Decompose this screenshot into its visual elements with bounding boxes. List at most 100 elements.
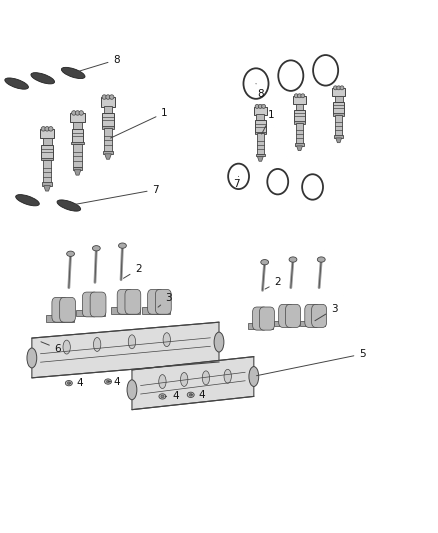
Text: 4: 4 <box>165 391 179 401</box>
Ellipse shape <box>202 371 210 385</box>
Polygon shape <box>74 169 81 175</box>
FancyBboxPatch shape <box>294 110 305 122</box>
Text: 1: 1 <box>110 108 168 138</box>
FancyBboxPatch shape <box>41 158 53 160</box>
FancyBboxPatch shape <box>335 96 343 102</box>
FancyBboxPatch shape <box>295 143 304 146</box>
FancyBboxPatch shape <box>125 289 141 314</box>
Polygon shape <box>132 357 254 410</box>
Text: 7: 7 <box>71 184 159 205</box>
Ellipse shape <box>5 78 28 89</box>
Ellipse shape <box>261 260 268 265</box>
FancyBboxPatch shape <box>293 96 306 104</box>
Text: 4: 4 <box>108 376 120 386</box>
Text: 2: 2 <box>265 277 281 289</box>
FancyBboxPatch shape <box>101 98 116 107</box>
Ellipse shape <box>151 297 161 308</box>
Text: 2: 2 <box>124 264 142 278</box>
FancyBboxPatch shape <box>70 114 85 123</box>
FancyBboxPatch shape <box>43 159 51 183</box>
Ellipse shape <box>61 67 85 78</box>
Ellipse shape <box>41 127 46 131</box>
FancyBboxPatch shape <box>111 308 140 313</box>
FancyBboxPatch shape <box>141 308 170 313</box>
FancyBboxPatch shape <box>333 114 344 116</box>
FancyBboxPatch shape <box>312 304 327 327</box>
Ellipse shape <box>120 297 131 308</box>
Ellipse shape <box>57 200 81 211</box>
Text: 4: 4 <box>191 390 205 400</box>
FancyBboxPatch shape <box>42 138 52 145</box>
FancyBboxPatch shape <box>117 289 133 314</box>
FancyBboxPatch shape <box>103 151 113 154</box>
Ellipse shape <box>27 348 37 368</box>
Ellipse shape <box>93 337 101 351</box>
Polygon shape <box>105 154 111 159</box>
Ellipse shape <box>127 380 137 400</box>
Ellipse shape <box>106 380 110 383</box>
Polygon shape <box>258 157 263 161</box>
Ellipse shape <box>249 367 259 386</box>
FancyBboxPatch shape <box>254 107 267 115</box>
Ellipse shape <box>214 332 224 352</box>
FancyBboxPatch shape <box>259 307 275 330</box>
Ellipse shape <box>72 111 76 115</box>
FancyBboxPatch shape <box>333 102 344 114</box>
FancyBboxPatch shape <box>253 307 268 330</box>
FancyBboxPatch shape <box>42 182 52 185</box>
Polygon shape <box>297 146 303 151</box>
FancyBboxPatch shape <box>155 289 171 314</box>
Ellipse shape <box>297 94 301 98</box>
FancyBboxPatch shape <box>73 167 82 169</box>
FancyBboxPatch shape <box>103 106 113 114</box>
FancyBboxPatch shape <box>82 292 98 317</box>
Ellipse shape <box>340 86 344 90</box>
FancyBboxPatch shape <box>52 297 68 322</box>
Ellipse shape <box>161 395 164 398</box>
Ellipse shape <box>128 335 136 349</box>
FancyBboxPatch shape <box>257 133 264 155</box>
Polygon shape <box>336 138 342 143</box>
Ellipse shape <box>308 312 317 321</box>
Ellipse shape <box>159 375 166 389</box>
FancyBboxPatch shape <box>40 130 54 139</box>
Ellipse shape <box>180 373 188 386</box>
FancyBboxPatch shape <box>72 129 84 143</box>
Ellipse shape <box>85 300 96 311</box>
FancyBboxPatch shape <box>255 120 265 133</box>
FancyBboxPatch shape <box>248 324 273 329</box>
FancyBboxPatch shape <box>74 143 81 167</box>
FancyBboxPatch shape <box>104 128 112 151</box>
Ellipse shape <box>318 257 325 262</box>
FancyBboxPatch shape <box>305 304 320 327</box>
Text: 3: 3 <box>315 304 338 321</box>
FancyBboxPatch shape <box>294 121 305 124</box>
Ellipse shape <box>79 111 84 115</box>
Ellipse shape <box>301 94 305 98</box>
Ellipse shape <box>159 394 166 399</box>
Ellipse shape <box>289 257 297 262</box>
FancyBboxPatch shape <box>286 304 300 327</box>
Ellipse shape <box>261 104 265 108</box>
Ellipse shape <box>102 95 106 99</box>
FancyBboxPatch shape <box>41 144 53 159</box>
Polygon shape <box>44 185 50 191</box>
Ellipse shape <box>282 312 291 321</box>
FancyBboxPatch shape <box>46 316 74 321</box>
FancyBboxPatch shape <box>255 132 266 134</box>
Ellipse shape <box>31 72 55 84</box>
Ellipse shape <box>49 127 53 131</box>
Ellipse shape <box>224 369 231 383</box>
FancyBboxPatch shape <box>73 122 82 129</box>
FancyBboxPatch shape <box>60 297 75 322</box>
Text: 1: 1 <box>261 110 275 134</box>
Ellipse shape <box>75 111 80 115</box>
Ellipse shape <box>105 379 112 384</box>
Ellipse shape <box>106 95 110 99</box>
FancyBboxPatch shape <box>71 142 84 144</box>
FancyBboxPatch shape <box>332 88 345 96</box>
FancyBboxPatch shape <box>256 154 265 157</box>
Ellipse shape <box>337 86 341 90</box>
Ellipse shape <box>55 305 65 316</box>
FancyBboxPatch shape <box>148 289 163 314</box>
